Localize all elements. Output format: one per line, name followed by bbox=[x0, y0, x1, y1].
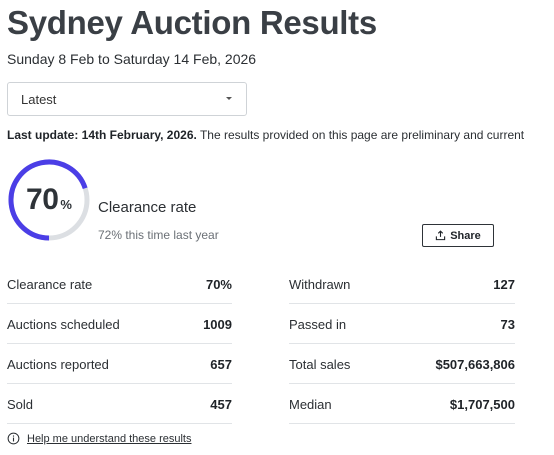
clearance-rate-label: Clearance rate bbox=[98, 199, 197, 216]
stat-row: Clearance rate 70% bbox=[7, 264, 232, 304]
stat-value: 73 bbox=[500, 317, 515, 332]
stat-value: $507,663,806 bbox=[435, 357, 515, 372]
share-label: Share bbox=[450, 229, 481, 242]
stat-row: Median $1,707,500 bbox=[289, 384, 515, 424]
page-title: Sydney Auction Results bbox=[7, 4, 377, 41]
gauge-number: 70 bbox=[26, 183, 59, 216]
last-year-comparison: 72% this time last year bbox=[98, 228, 219, 242]
last-update-text: The results provided on this page are pr… bbox=[196, 128, 525, 142]
clearance-rate-gauge bbox=[8, 159, 90, 241]
stat-value: 457 bbox=[210, 397, 232, 412]
stat-row: Sold 457 bbox=[7, 384, 232, 424]
stat-value: 1009 bbox=[203, 317, 232, 332]
stat-row: Auctions reported 657 bbox=[7, 344, 232, 384]
stat-row: Total sales $507,663,806 bbox=[289, 344, 515, 384]
stat-row: Passed in 73 bbox=[289, 304, 515, 344]
gauge-percent-sign: % bbox=[60, 197, 72, 212]
stat-value: $1,707,500 bbox=[449, 397, 515, 412]
stat-label: Sold bbox=[7, 397, 34, 412]
share-icon bbox=[436, 230, 446, 241]
help-link-label: Help me understand these results bbox=[27, 432, 192, 445]
stat-label: Auctions reported bbox=[7, 357, 109, 372]
share-button[interactable]: Share bbox=[422, 224, 494, 247]
stat-value: 657 bbox=[210, 357, 232, 372]
info-icon bbox=[7, 432, 20, 445]
stats-table-right: Withdrawn 127 Passed in 73 Total sales $… bbox=[289, 264, 515, 424]
stat-row: Auctions scheduled 1009 bbox=[7, 304, 232, 344]
stat-label: Passed in bbox=[289, 317, 347, 332]
stat-row: Withdrawn 127 bbox=[289, 264, 515, 304]
date-range: Sunday 8 Feb to Saturday 14 Feb, 2026 bbox=[7, 51, 257, 67]
stat-label: Clearance rate bbox=[7, 277, 93, 292]
stats-table-left: Clearance rate 70% Auctions scheduled 10… bbox=[7, 264, 232, 424]
stat-label: Total sales bbox=[289, 357, 351, 372]
stat-label: Median bbox=[289, 397, 332, 412]
last-update-notice: Last update: 14th February, 2026. The re… bbox=[7, 128, 524, 142]
last-update-label: Last update: 14th February, 2026. bbox=[7, 128, 197, 142]
results-period-select[interactable]: Latest bbox=[7, 82, 247, 116]
select-value: Latest bbox=[21, 92, 57, 107]
stat-value: 70% bbox=[205, 277, 232, 292]
stat-label: Withdrawn bbox=[289, 277, 351, 292]
clearance-rate-gauge-value: 70% bbox=[7, 158, 91, 242]
help-link[interactable]: Help me understand these results bbox=[7, 432, 191, 445]
stat-value: 127 bbox=[493, 277, 515, 292]
chevron-down-icon bbox=[226, 97, 232, 100]
stat-label: Auctions scheduled bbox=[7, 317, 120, 332]
